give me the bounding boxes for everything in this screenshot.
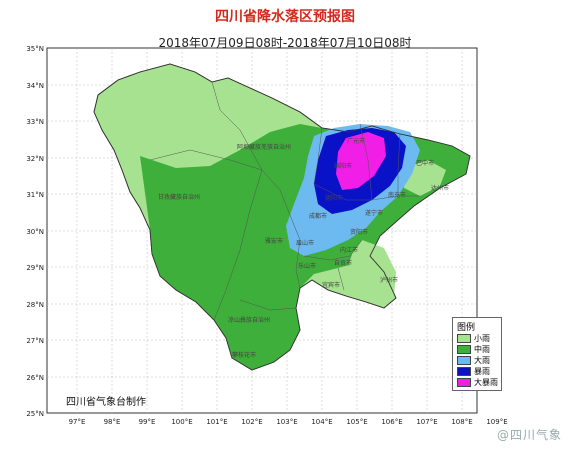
place-label: 自贡市 — [334, 259, 352, 267]
lon-label: 99°E — [139, 418, 156, 426]
legend-label: 中雨 — [474, 344, 490, 354]
latitude-labels: 35°N 34°N 33°N 32°N 31°N 30°N 29°N 28°N … — [26, 45, 44, 418]
legend-item: 中雨 — [457, 344, 490, 354]
lon-label: 101°E — [206, 418, 227, 426]
lat-label: 26°N — [26, 374, 44, 382]
legend-swatch — [457, 366, 471, 376]
light-rain-east-pocket — [346, 240, 396, 304]
legend-label: 大暴雨 — [474, 377, 498, 387]
place-label: 攀枝花市 — [232, 351, 256, 359]
place-label: 资阳市 — [350, 228, 368, 236]
place-label: 巴中市 — [416, 159, 434, 167]
place-label: 阿坝藏族羌族自治州 — [237, 143, 291, 151]
legend: 图例 小雨 中雨 大雨 暴雨 大暴雨 — [452, 317, 502, 391]
lat-label: 29°N — [26, 264, 44, 272]
legend-swatch — [457, 377, 471, 387]
place-label: 遂宁市 — [365, 209, 383, 217]
place-label: 德阳市 — [325, 194, 343, 202]
place-label: 乐山市 — [298, 262, 316, 270]
lon-label: 104°E — [311, 418, 332, 426]
lat-label: 31°N — [26, 191, 44, 199]
lat-label: 32°N — [26, 155, 44, 163]
lat-label: 25°N — [26, 410, 44, 418]
prefecture-boundaries — [149, 81, 420, 321]
legend-label: 暴雨 — [474, 366, 490, 376]
legend-item: 小雨 — [457, 333, 490, 343]
legend-title: 图例 — [457, 323, 476, 333]
place-label: 广元市 — [347, 137, 365, 145]
lon-label: 97°E — [69, 418, 86, 426]
legend-item: 暴雨 — [457, 366, 490, 376]
lat-label: 33°N — [26, 118, 44, 126]
place-labels: 阿坝藏族羌族自治州 广元市 绵阳市 巴中市 达州市 甘孜藏族自治州 南充市 德阳… — [158, 137, 449, 359]
lat-label: 28°N — [26, 301, 44, 309]
place-label: 成都市 — [309, 212, 327, 220]
light-rain-northeast-pocket — [404, 160, 446, 196]
lon-label: 106°E — [381, 418, 402, 426]
place-label: 眉山市 — [296, 239, 314, 247]
lon-label: 108°E — [451, 418, 472, 426]
lat-label: 27°N — [26, 337, 44, 345]
lat-label: 34°N — [26, 82, 44, 90]
longitude-labels: 97°E 98°E 99°E 100°E 101°E 102°E 103°E 1… — [69, 418, 508, 426]
lon-label: 107°E — [416, 418, 437, 426]
place-label: 甘孜藏族自治州 — [158, 193, 200, 201]
lat-label: 30°N — [26, 228, 44, 236]
place-label: 凉山彝族自治州 — [228, 316, 270, 324]
legend-swatch — [457, 344, 471, 354]
place-label: 南充市 — [388, 191, 406, 199]
place-label: 宜宾市 — [322, 281, 340, 289]
legend-label: 大雨 — [474, 355, 490, 365]
map-subtitle: 2018年07月09日08时-2018年07月10日08时 — [158, 36, 412, 50]
lon-label: 98°E — [104, 418, 121, 426]
place-label: 雅安市 — [265, 237, 283, 245]
lon-label: 100°E — [171, 418, 192, 426]
legend-swatch — [457, 355, 471, 365]
legend-label: 小雨 — [474, 333, 490, 343]
province-border — [93, 63, 471, 371]
legend-item: 大雨 — [457, 355, 490, 365]
place-label: 达州市 — [431, 184, 449, 192]
place-label: 绵阳市 — [334, 162, 352, 170]
place-label: 泸州市 — [380, 276, 398, 284]
producer-credit: 四川省气象台制作 — [66, 397, 146, 408]
lon-label: 102°E — [241, 418, 262, 426]
map-title: 四川省降水落区预报图 — [215, 9, 355, 25]
lon-label: 105°E — [346, 418, 367, 426]
watermark: @四川气象 — [496, 428, 562, 442]
lat-label: 35°N — [26, 45, 44, 53]
lon-label: 109°E — [486, 418, 507, 426]
heavy-rainstorm-area — [336, 132, 386, 190]
lon-label: 103°E — [276, 418, 297, 426]
place-label: 内江市 — [340, 246, 358, 254]
legend-swatch — [457, 333, 471, 343]
legend-item: 大暴雨 — [457, 377, 498, 387]
